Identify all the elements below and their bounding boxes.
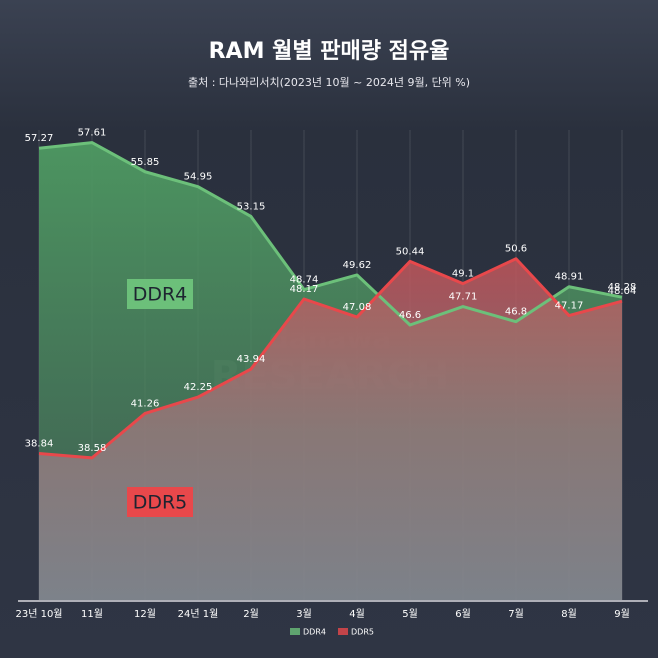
value-label: 47.71 [449, 292, 478, 303]
value-label: 55.85 [131, 157, 160, 168]
x-tick-label: 3월 [296, 608, 312, 620]
series-annotation: DDR5 [133, 492, 188, 514]
legend-label: DDR4 [303, 628, 326, 637]
value-label: 57.61 [78, 128, 107, 139]
x-tick-label: 24년 1월 [178, 608, 219, 620]
value-label: 48.28 [608, 282, 637, 293]
x-tick-label: 2월 [243, 608, 259, 620]
x-tick-label: 12월 [134, 608, 156, 620]
value-label: 50.44 [396, 246, 425, 257]
value-label: 42.25 [184, 382, 213, 393]
x-tick-label: 8월 [561, 608, 577, 620]
value-label: 50.6 [505, 244, 527, 255]
value-label: 46.6 [399, 310, 421, 321]
x-tick-label: 23년 10월 [15, 608, 62, 620]
value-label: 48.74 [290, 275, 319, 286]
chart-title: RAM 월별 판매량 점유율 [209, 39, 450, 64]
value-label: 38.58 [78, 443, 107, 454]
legend-swatch [290, 628, 300, 635]
value-label: 47.17 [555, 301, 584, 312]
x-tick-label: 7월 [508, 608, 524, 620]
series-annotation: DDR4 [133, 284, 188, 306]
series-annotation-box [127, 279, 193, 309]
value-label: 53.15 [237, 201, 266, 212]
value-label: 48.17 [290, 284, 319, 295]
x-tick-label: 11월 [81, 608, 103, 620]
x-tick-label: 9월 [614, 608, 630, 620]
value-label: 43.94 [237, 354, 266, 365]
line [38, 257, 623, 460]
value-label: 48.91 [555, 272, 584, 283]
value-label: 57.27 [25, 133, 54, 144]
chart-subtitle: 출처 : 다나와리서치(2023년 10월 ~ 2024년 9월, 단위 %) [188, 76, 470, 89]
value-label: 46.8 [505, 307, 527, 318]
value-label: 49.62 [343, 260, 372, 271]
value-label: 41.26 [131, 398, 160, 409]
legend-swatch [338, 628, 348, 635]
legend-label: DDR5 [351, 628, 374, 637]
x-tick-label: 4월 [349, 608, 365, 620]
series-annotation-box [127, 487, 193, 517]
line [38, 141, 623, 327]
value-label: 49.1 [452, 269, 474, 280]
value-label: 38.84 [25, 439, 54, 450]
value-label: 54.95 [184, 172, 213, 183]
x-tick-label: 5월 [402, 608, 418, 620]
x-tick-label: 6월 [455, 608, 471, 620]
value-label: 48.04 [608, 286, 637, 297]
value-label: 47.08 [343, 302, 372, 313]
